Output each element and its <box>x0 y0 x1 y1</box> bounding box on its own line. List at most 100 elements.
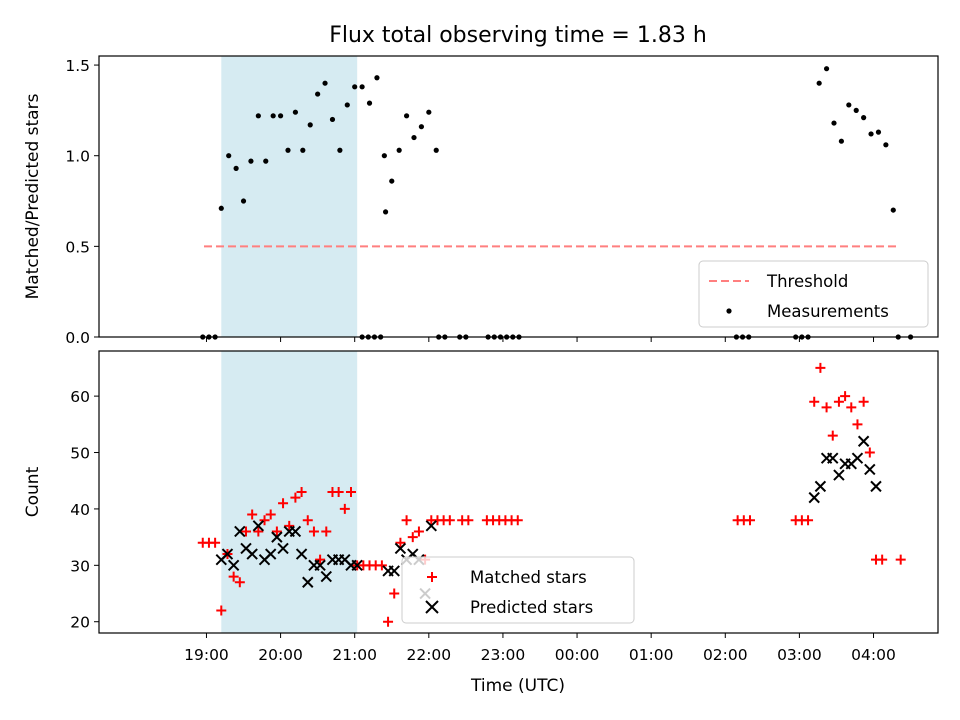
matched-star-point <box>444 515 455 526</box>
matched-star-point <box>290 492 301 503</box>
measurement-point <box>226 153 232 159</box>
predicted-star-point <box>252 520 265 532</box>
matched-star-point <box>407 532 418 543</box>
chart-title: Flux total observing time = 1.83 h <box>329 23 707 48</box>
x-tick-label: 00:00 <box>555 646 600 664</box>
measurement-point <box>403 113 410 119</box>
measurement-point <box>277 113 284 119</box>
legend-dot-swatch <box>726 308 732 314</box>
measurement-point <box>263 158 269 164</box>
measurement-point <box>315 91 321 97</box>
measurement-point <box>883 142 889 148</box>
measurement-point <box>890 207 896 213</box>
measurement-point <box>875 129 882 135</box>
predicted-star-point <box>870 480 882 493</box>
measurement-point <box>433 147 439 153</box>
x-tick-label: 04:00 <box>851 646 896 664</box>
measurement-point <box>285 147 291 153</box>
matched-star-point <box>265 509 276 520</box>
predicted-star-point <box>295 548 308 560</box>
x-tick-label: 02:00 <box>703 646 748 664</box>
matched-star-point <box>376 560 387 571</box>
matched-star-point <box>308 526 319 537</box>
matched-star-point <box>840 391 851 402</box>
measurement-point <box>816 80 822 86</box>
matched-star-point <box>240 526 251 537</box>
x-tick-label: 19:00 <box>184 646 229 664</box>
matched-star-point <box>253 526 264 537</box>
predicted-star-point <box>425 520 437 532</box>
legend-box <box>698 260 929 328</box>
x-tick-label: 20:00 <box>258 646 303 664</box>
measurement-point <box>270 113 276 119</box>
legend-label: Matched stars <box>470 568 587 587</box>
y-tick-label: 20 <box>70 614 90 632</box>
matched-star-point <box>815 362 826 373</box>
x-tick-label: 21:00 <box>332 646 377 664</box>
x-tick-label: 22:00 <box>406 646 451 664</box>
axes-frame <box>98 55 939 338</box>
matched-star-point <box>315 554 326 565</box>
matched-star-point <box>284 520 295 531</box>
predicted-star-point <box>814 480 827 493</box>
measurement-point <box>831 120 837 126</box>
measurement-point <box>329 116 336 123</box>
axes-frame <box>98 350 939 634</box>
matched-star-point <box>321 526 332 537</box>
matched-star-point <box>216 605 227 616</box>
measurement-point <box>366 100 373 106</box>
predicted-star-point <box>289 525 302 538</box>
measurement-point <box>307 122 313 128</box>
predicted-star-point <box>227 559 240 572</box>
y-tick-label: 30 <box>70 557 90 575</box>
matched-star-point <box>228 571 239 582</box>
predicted-star-point <box>857 435 870 447</box>
matched-star-point <box>864 447 875 458</box>
x-tick-label: 01:00 <box>629 646 674 664</box>
measurement-point <box>861 115 867 121</box>
measurement-point <box>846 102 852 108</box>
y-axis-label: Matched/Predicted stars <box>23 93 43 299</box>
measurement-point <box>359 84 365 90</box>
predicted-star-point <box>277 542 289 555</box>
y-tick-label: 1.0 <box>65 148 90 166</box>
predicted-star-point <box>833 469 845 481</box>
legend-box <box>401 556 635 624</box>
x-tick-label: 03:00 <box>777 646 822 664</box>
measurement-point <box>337 147 343 153</box>
matched-star-point <box>210 537 221 548</box>
measurement-point <box>426 109 432 115</box>
measurement-point <box>382 209 389 215</box>
matched-star-point <box>463 515 474 526</box>
matched-star-point <box>846 402 857 413</box>
legend-plus-swatch <box>427 572 437 582</box>
y-tick-label: 0.5 <box>65 238 90 256</box>
measurement-point <box>352 84 358 90</box>
predicted-star-point <box>302 576 314 588</box>
ratio-panel: 0.0 0.5 1.0 1.5 Matched/Predicted stars Thres… <box>23 55 939 347</box>
predicted-star-point <box>851 452 864 464</box>
y-tick-label: 0.0 <box>65 329 90 347</box>
legend-label: Threshold <box>766 272 848 291</box>
measurement-point <box>218 205 224 211</box>
matched-star-point <box>389 588 400 599</box>
measurement-point <box>344 102 350 108</box>
measurement-point <box>411 134 417 141</box>
predicted-star-point <box>808 491 820 504</box>
measurement-point <box>248 158 254 164</box>
matched-star-point <box>333 487 344 497</box>
measurement-point <box>300 147 306 153</box>
matched-star-point <box>234 577 245 588</box>
matched-star-point <box>827 430 838 441</box>
matched-star-point <box>512 515 523 526</box>
predicted-star-point <box>351 559 363 572</box>
matched-star-point <box>259 515 270 526</box>
predicted-star-point <box>314 559 326 572</box>
y-tick-label: 50 <box>70 445 90 463</box>
predicted-star-point <box>388 565 400 577</box>
measurement-point <box>233 165 239 171</box>
measurement-point <box>838 138 845 144</box>
matched-star-point <box>744 515 755 526</box>
x-axis-label: Time (UTC) <box>470 676 565 696</box>
